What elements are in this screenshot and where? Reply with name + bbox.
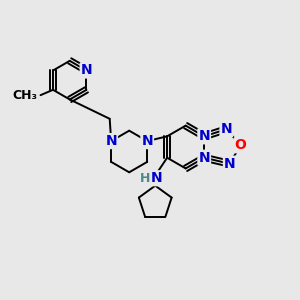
- Text: N: N: [198, 151, 210, 165]
- Text: N: N: [151, 171, 163, 185]
- Text: N: N: [141, 134, 153, 148]
- Text: CH₃: CH₃: [12, 89, 37, 102]
- Text: N: N: [220, 122, 232, 136]
- Text: O: O: [235, 138, 247, 152]
- Text: N: N: [105, 134, 117, 148]
- Text: N: N: [224, 157, 236, 171]
- Text: N: N: [81, 64, 92, 77]
- Text: N: N: [198, 129, 210, 143]
- Text: H: H: [140, 172, 151, 185]
